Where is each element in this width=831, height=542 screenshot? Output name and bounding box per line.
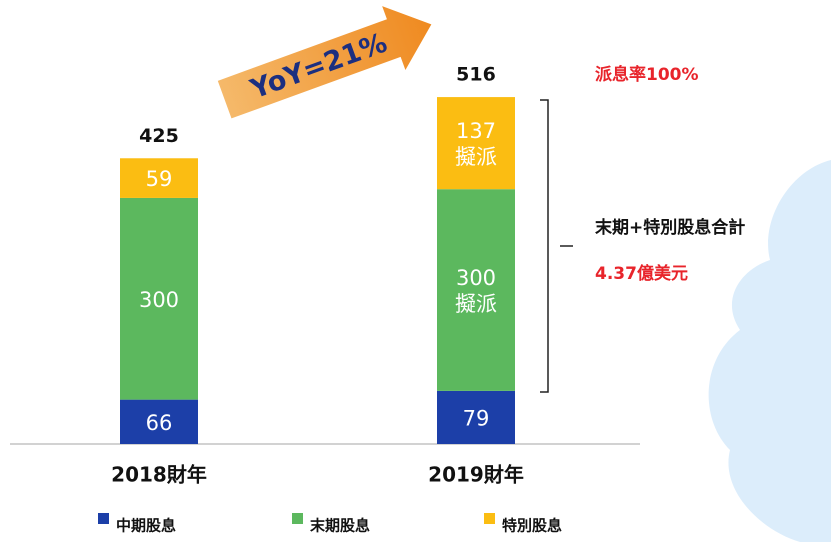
yoy-arrow: YoY=21%: [217, 6, 432, 119]
legend-label: 末期股息: [310, 517, 370, 535]
sum-label: 末期+特別股息合計: [595, 217, 745, 238]
bar-segment: [120, 399, 198, 444]
sum-value: 4.37億美元: [595, 263, 688, 284]
value-label: 137 擬派: [455, 119, 497, 169]
value-label: 300: [139, 288, 179, 312]
legend-swatch: [98, 513, 109, 524]
legend-swatch: [292, 513, 303, 524]
payout-label: 派息率100%: [595, 64, 699, 85]
background-cloud: [708, 160, 831, 542]
bar-segment: [437, 189, 515, 391]
bar-segment: [437, 390, 515, 444]
legend-swatch: [484, 513, 495, 524]
bar-segment: [120, 197, 198, 400]
legend-label: 特別股息: [502, 517, 562, 535]
bracket: [540, 99, 549, 393]
legend-label: 中期股息: [116, 517, 176, 535]
value-label: 66: [146, 411, 173, 435]
total-label: 425: [139, 125, 179, 147]
value-label: 79: [463, 406, 490, 430]
total-label: 516: [456, 64, 496, 86]
x-tick-label: 2019財年: [428, 463, 524, 487]
value-label: 300 擬派: [455, 266, 497, 316]
value-label: 59: [146, 167, 173, 191]
bar-segment: [437, 97, 515, 190]
x-tick-label: 2018財年: [111, 463, 207, 487]
bar-segment: [120, 158, 198, 198]
arrow-shape: [217, 6, 432, 119]
